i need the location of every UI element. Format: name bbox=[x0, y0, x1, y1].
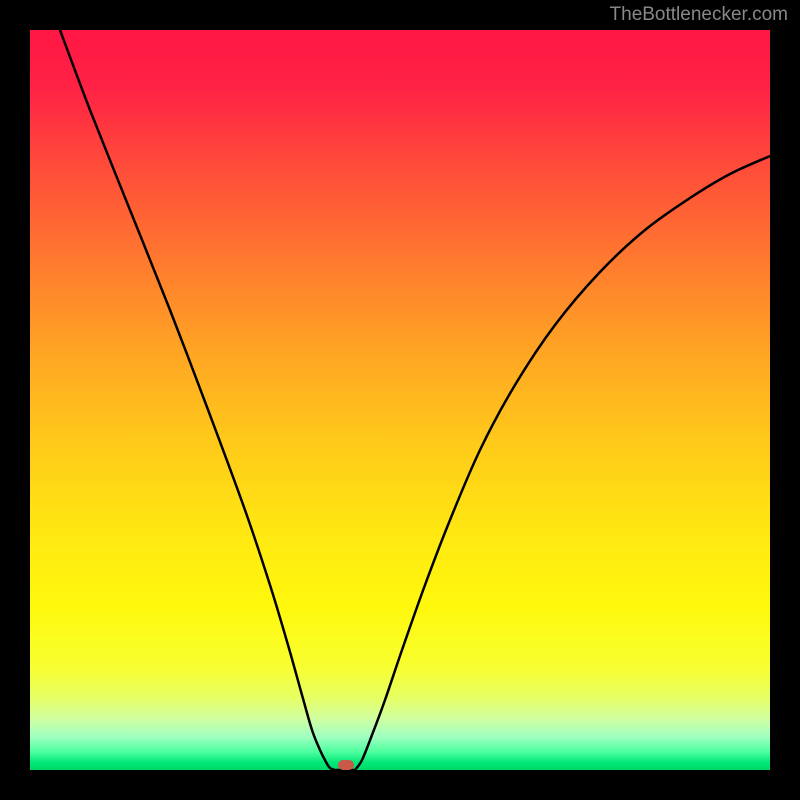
plot-area bbox=[30, 30, 770, 770]
optimal-point-marker bbox=[338, 760, 354, 770]
bottleneck-curve bbox=[60, 30, 770, 770]
watermark-text: TheBottlenecker.com bbox=[610, 4, 788, 26]
curve-overlay bbox=[30, 30, 770, 770]
